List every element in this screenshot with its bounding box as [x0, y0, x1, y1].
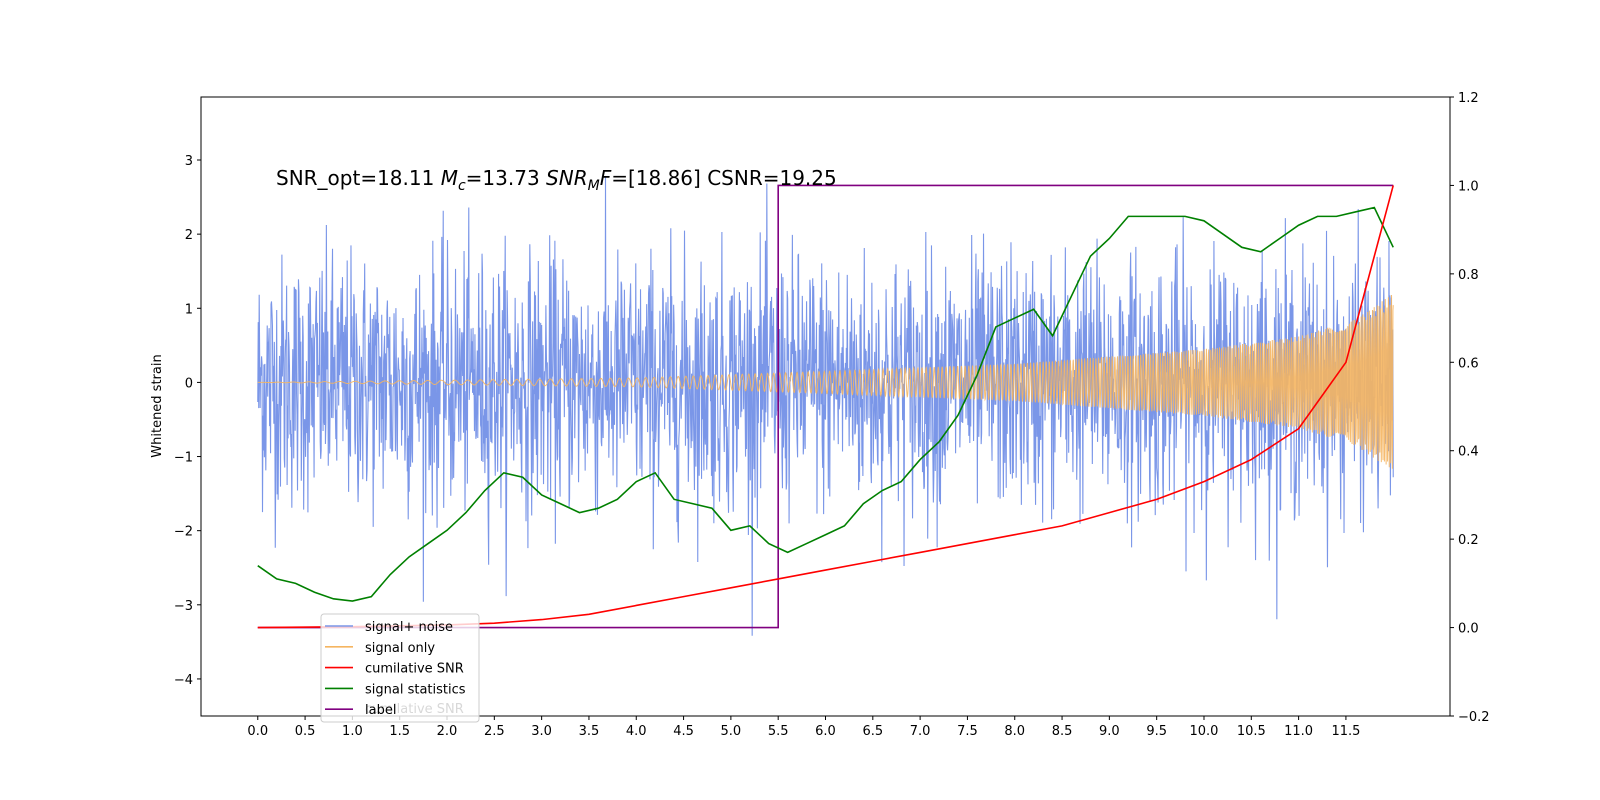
chart-title-piece: M	[588, 178, 600, 194]
x-tick-label: 10.5	[1237, 724, 1266, 739]
y-tick-label: 1	[185, 302, 193, 317]
y2-tick-label: −0.2	[1458, 710, 1490, 725]
y-tick-label: −2	[174, 525, 193, 540]
y-tick-label: 0	[185, 376, 193, 391]
y2-tick-label: 0.4	[1458, 445, 1479, 460]
x-tick-label: 9.0	[1099, 724, 1120, 739]
legend-entry: cumilative SNR	[365, 662, 464, 677]
x-tick-label: 8.0	[1004, 724, 1025, 739]
x-tick-label: 6.0	[815, 724, 836, 739]
y-tick-label: −3	[174, 599, 193, 614]
x-tick-label: 4.0	[626, 724, 647, 739]
y-tick-label: 2	[185, 228, 193, 243]
legend: cumilative SNR signal+ noise signal only cu…	[320, 613, 480, 723]
y-axis-label: Whitened strain	[150, 354, 165, 457]
axis-layer: 0.0 0.5 1.0 1.5 2.0 2.5 3.0 3.5 4.0 4.5 5.0 5.5 6.0 6…	[174, 91, 1490, 739]
x-tick-label: 6.5	[862, 724, 883, 739]
x-tick-label: 11.0	[1284, 724, 1313, 739]
x-tick-label: 8.5	[1052, 724, 1073, 739]
y2-tick-label: 0.6	[1458, 356, 1479, 371]
x-tick-label: 3.5	[579, 724, 600, 739]
series-statistics-line	[257, 206, 1394, 602]
x-tick-label: 4.5	[673, 724, 694, 739]
x-tick-label: 9.5	[1146, 724, 1167, 739]
chart-title-piece: =[18.86] CSNR=19.25	[611, 166, 837, 190]
x-tick-label: 2.0	[437, 724, 458, 739]
x-tick-label: 11.5	[1331, 724, 1360, 739]
x-tick-label: 0.0	[247, 724, 268, 739]
x-tick-label: 0.5	[295, 724, 316, 739]
chart-title-piece: SNR	[546, 166, 588, 190]
series-cumulative-snr-line	[257, 185, 1395, 629]
chart-title: SNR_opt=18.11 Mc=13.73 SNRMF=[18.86] CSN…	[276, 166, 837, 194]
x-tick-label: 1.5	[389, 724, 410, 739]
chart-title-piece: =13.73	[466, 166, 546, 190]
x-tick-label: 10.0	[1190, 724, 1219, 739]
legend-entry: label	[365, 703, 396, 718]
legend-entry: signal statistics	[365, 682, 466, 697]
x-tick-label: 3.0	[531, 724, 552, 739]
x-tick-label: 2.5	[484, 724, 505, 739]
x-tick-label: 7.5	[957, 724, 978, 739]
legend-ghost-text: cumilative SNR	[365, 702, 464, 717]
y-tick-label: −1	[174, 451, 193, 466]
x-tick-label: 5.5	[768, 724, 789, 739]
y2-tick-label: 1.2	[1458, 91, 1479, 106]
series-signal-only-line	[257, 294, 1394, 469]
y2-tick-label: 0.8	[1458, 268, 1479, 283]
series-label-line	[257, 184, 1394, 629]
chart-title-piece: SNR_opt=18.11	[276, 166, 441, 190]
chart-title-piece: F	[600, 166, 612, 190]
series-signal-noise-line	[257, 176, 1394, 636]
x-tick-label: 7.0	[910, 724, 931, 739]
y-tick-label: −4	[174, 673, 193, 688]
legend-entry: signal only	[365, 641, 435, 656]
chart-title-piece: c	[458, 178, 466, 194]
legend-entry: signal+ noise	[365, 620, 453, 635]
y2-tick-label: 0.0	[1458, 622, 1479, 637]
y-tick-label: 3	[185, 154, 193, 169]
y2-tick-label: 0.2	[1458, 533, 1479, 548]
x-tick-label: 5.0	[721, 724, 742, 739]
series-layer	[257, 176, 1395, 636]
legend-box	[320, 613, 480, 723]
chart-title-piece: M	[441, 166, 458, 190]
x-tick-label: 1.0	[342, 724, 363, 739]
y2-tick-label: 1.0	[1458, 179, 1479, 194]
